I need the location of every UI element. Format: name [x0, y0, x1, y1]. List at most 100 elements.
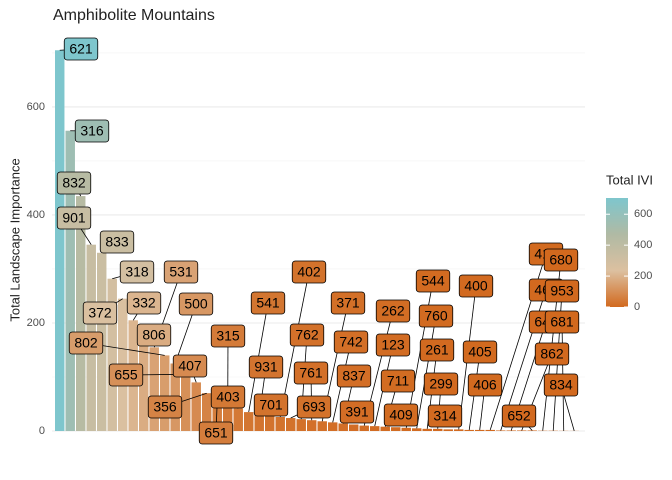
bar: [506, 430, 516, 431]
label-box: [427, 404, 463, 428]
label-box: [147, 395, 183, 419]
label-box: [458, 274, 494, 298]
bar-label: 760: [424, 308, 448, 324]
bar-label: 834: [549, 377, 573, 393]
bar-label: 371: [336, 295, 360, 311]
label-box: [336, 364, 372, 388]
label-box: [289, 323, 325, 347]
bar-label: 802: [74, 335, 98, 351]
y-tick-label: 600: [27, 101, 45, 113]
legend-tick-label: 600: [634, 208, 652, 220]
bar-label: 315: [216, 328, 240, 344]
label-box: [108, 363, 144, 387]
label-box: [126, 291, 162, 315]
bar-label: 832: [62, 175, 86, 191]
bar: [328, 422, 338, 431]
bar: [370, 426, 380, 431]
label-box: [544, 310, 580, 334]
bar: [139, 333, 149, 431]
bar: [275, 416, 285, 431]
bar-label: 332: [132, 295, 156, 311]
label-box: [63, 37, 99, 61]
label-box: [253, 393, 289, 417]
label-box: [543, 248, 579, 272]
y-tick-label: 0: [39, 425, 45, 437]
legend: 0 200 400 600: [606, 198, 652, 313]
bar: [380, 426, 390, 431]
bar-label: 901: [62, 210, 86, 226]
label-box: [172, 354, 208, 378]
bar-label: 400: [464, 278, 488, 294]
bar: [317, 421, 327, 431]
bar: [55, 50, 65, 432]
bar: [412, 428, 422, 431]
bar-label: 680: [549, 252, 573, 268]
bar: [433, 428, 443, 431]
label-box: [418, 304, 454, 328]
bar: [443, 429, 453, 431]
bar: [422, 428, 432, 431]
label-box: [375, 333, 411, 357]
bar: [265, 415, 275, 431]
label-box: [198, 421, 234, 445]
label-box: [380, 369, 416, 393]
label-box: [333, 330, 369, 354]
bar-label: 406: [473, 377, 497, 393]
colorbar: [606, 198, 628, 307]
label-box: [383, 403, 419, 427]
bar-label: 655: [114, 367, 138, 383]
label-box: [415, 269, 451, 293]
bar-label: 651: [204, 425, 228, 441]
bar-label: 261: [425, 342, 449, 358]
bar: [296, 419, 306, 431]
label-box: [375, 299, 411, 323]
bar-label: 402: [297, 264, 321, 280]
bar-label: 806: [142, 327, 166, 343]
label-line: [416, 315, 437, 429]
bar: [244, 412, 254, 431]
y-tick-label: 200: [27, 317, 45, 329]
bar: [401, 427, 411, 431]
bar: [485, 429, 495, 431]
bar: [307, 420, 317, 431]
bar: [338, 423, 348, 431]
label-box: [291, 260, 327, 284]
chart-title: Amphibolite Mountains: [53, 7, 215, 24]
label-box: [136, 323, 172, 347]
bar-label: 701: [259, 397, 283, 413]
label-box: [423, 372, 459, 396]
bar-label: 681: [550, 314, 574, 330]
bar-label: 762: [295, 327, 319, 343]
label-box: [419, 338, 455, 362]
label-box: [68, 331, 104, 355]
bar-label: 318: [125, 264, 149, 280]
label-box: [330, 291, 366, 315]
bar: [391, 427, 401, 431]
y-tick-label: 400: [27, 209, 45, 221]
label-box: [296, 395, 332, 419]
label-box: [210, 324, 246, 348]
bar-label: 742: [339, 334, 363, 350]
label-box: [56, 206, 92, 230]
label-box: [119, 260, 155, 284]
bar: [107, 278, 117, 431]
bar: [254, 414, 264, 431]
label-box: [544, 279, 580, 303]
bar: [65, 130, 75, 431]
label-box: [56, 171, 92, 195]
legend-title: Total IVI: [606, 172, 653, 187]
bar-label: 314: [433, 408, 457, 424]
label-box: [293, 361, 329, 385]
bar: [160, 355, 170, 431]
y-axis-title: Total Landscape Importance: [7, 158, 22, 321]
bar-label: 693: [302, 399, 326, 415]
legend-tick-label: 200: [634, 270, 652, 282]
bar-label: 837: [342, 368, 366, 384]
label-box: [163, 260, 199, 284]
bar-label: 123: [381, 337, 405, 353]
bar: [76, 196, 86, 431]
bar-label: 403: [216, 389, 240, 405]
bar: [233, 408, 243, 431]
label-box: [82, 301, 118, 325]
bar: [223, 405, 233, 431]
